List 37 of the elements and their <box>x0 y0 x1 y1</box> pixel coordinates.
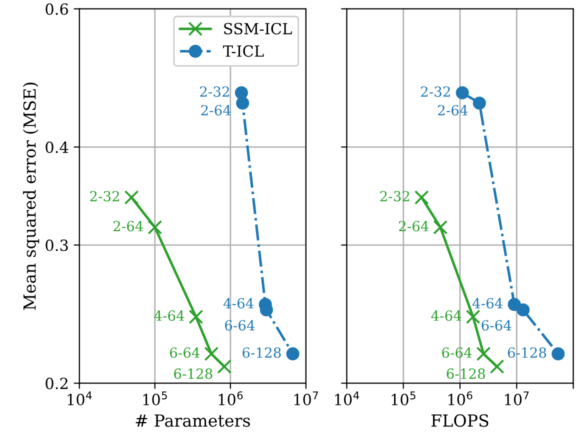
x-tick-label: 10$^{6}$ <box>448 391 472 406</box>
x-tick-label: 10$^{5}$ <box>392 391 416 406</box>
annotation: 2-64 <box>438 104 468 116</box>
x-tick-label: 10$^{6}$ <box>218 391 243 406</box>
y-tick-label: 0.6 <box>46 3 68 15</box>
annotation: 2-32 <box>200 86 229 97</box>
y-tick-label: 0.4 <box>46 141 68 154</box>
annotation: 2-64 <box>114 220 144 232</box>
x-axis-title: FLOPS <box>431 414 488 427</box>
x-tick-label: 10$^{7}$ <box>294 391 318 406</box>
annotation: 6-64 <box>225 320 255 331</box>
annotation: 6-64 <box>482 320 512 331</box>
annotation: 6-64 <box>170 347 200 358</box>
annotation: 2-32 <box>380 190 410 202</box>
annotation: 4-64 <box>431 310 462 321</box>
annotation: 2-32 <box>90 190 120 202</box>
x-axis-title: # Parameters <box>136 414 250 427</box>
x-tick-label: 10$^{4}$ <box>335 391 360 406</box>
y-tick-label: 0.2 <box>46 378 68 390</box>
annotation: 4-64 <box>154 310 184 321</box>
annotation: 6-128 <box>508 347 546 358</box>
x-tick-label: 10$^{4}$ <box>68 391 92 406</box>
x-tick-label: 10$^{5}$ <box>143 391 167 406</box>
annotation: 6-128 <box>446 368 485 379</box>
annotation: 6-64 <box>442 347 472 358</box>
annotation: 2-64 <box>399 220 429 232</box>
legend-label: SSM-ICL <box>224 22 292 34</box>
y-tick-label: 0.3 <box>46 240 68 252</box>
annotation: 2-64 <box>201 104 231 116</box>
annotation: 6-128 <box>174 368 212 379</box>
annotation: 4-64 <box>223 298 254 308</box>
legend-label: T-ICL <box>223 45 264 57</box>
x-tick-label: 10$^{7}$ <box>505 391 529 406</box>
annotation: 6-128 <box>242 347 281 358</box>
y-axis-title: Mean squared error (MSE) <box>22 82 40 310</box>
annotation: 2-32 <box>420 86 450 97</box>
annotation: 4-64 <box>472 298 503 308</box>
